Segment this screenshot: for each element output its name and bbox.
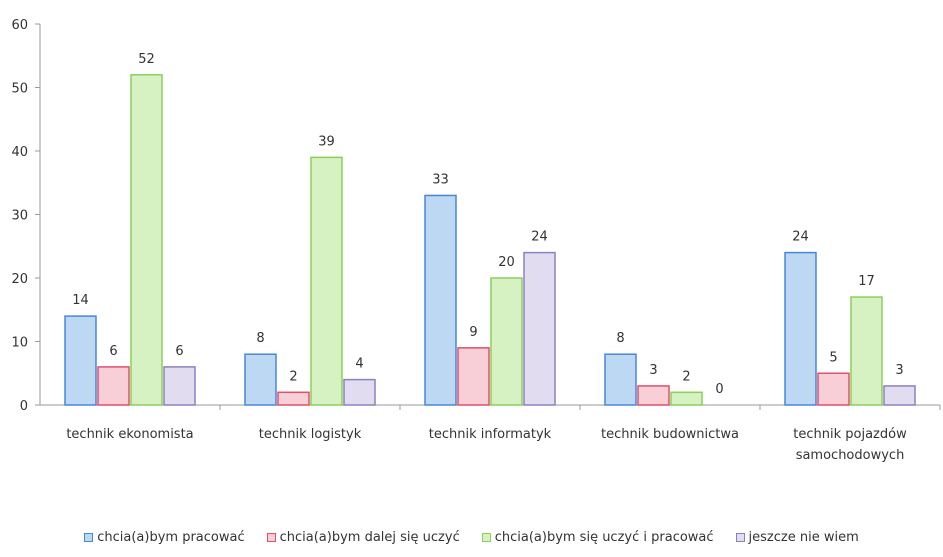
y-tick-label: 10 bbox=[11, 336, 28, 351]
category-label: technik logistyk bbox=[259, 427, 362, 442]
legend-item: chcia(a)bym pracować bbox=[84, 530, 245, 545]
legend-swatch bbox=[84, 533, 94, 542]
data-label: 3 bbox=[895, 363, 903, 378]
bar bbox=[277, 391, 310, 406]
legend-label: chcia(a)bym pracować bbox=[97, 530, 245, 545]
legend-label: chcia(a)bym się uczyć i pracować bbox=[494, 530, 714, 545]
data-label: 17 bbox=[858, 274, 875, 289]
bar bbox=[523, 251, 556, 406]
data-label: 6 bbox=[175, 344, 183, 359]
bar bbox=[817, 372, 850, 406]
category-label: technik ekonomista bbox=[66, 427, 193, 442]
y-tick-label: 30 bbox=[11, 209, 28, 224]
y-axis: 0 10 20 30 40 50 60 bbox=[11, 18, 41, 414]
data-label: 14 bbox=[72, 293, 89, 308]
category-label: technik budownictwa bbox=[601, 427, 739, 442]
legend-swatch bbox=[266, 533, 276, 542]
legend-item: chcia(a)bym się uczyć i pracować bbox=[481, 530, 714, 545]
bar bbox=[604, 353, 637, 406]
data-label: 8 bbox=[616, 331, 624, 346]
y-tick-label: 20 bbox=[11, 272, 28, 287]
x-axis: technik ekonomista technik logistyk techni… bbox=[40, 404, 941, 463]
bar bbox=[784, 251, 817, 406]
y-tick-label: 40 bbox=[11, 145, 28, 160]
category-label: technik informatyk bbox=[429, 427, 552, 442]
data-label: 9 bbox=[469, 325, 477, 340]
data-label: 3 bbox=[649, 363, 657, 378]
bar bbox=[490, 277, 523, 406]
y-tick-label: 60 bbox=[11, 18, 28, 33]
data-label: 5 bbox=[829, 350, 837, 365]
legend-label: jeszcze nie wiem bbox=[748, 530, 859, 545]
category-label: technik pojazdów bbox=[793, 427, 907, 442]
bars bbox=[64, 74, 916, 406]
legend-swatch bbox=[481, 533, 491, 542]
bar bbox=[163, 366, 196, 406]
bar bbox=[457, 347, 490, 406]
bar bbox=[97, 366, 130, 406]
data-label: 2 bbox=[289, 369, 297, 384]
data-label: 52 bbox=[138, 52, 155, 67]
y-tick-label: 0 bbox=[20, 399, 28, 414]
legend-swatch bbox=[735, 533, 745, 542]
data-label: 24 bbox=[531, 230, 548, 245]
data-label: 8 bbox=[256, 331, 264, 346]
data-label: 0 bbox=[715, 382, 723, 397]
legend-item: jeszcze nie wiem bbox=[735, 530, 859, 545]
bar bbox=[637, 385, 670, 406]
legend: chcia(a)bym pracować chcia(a)bym dalej si… bbox=[0, 530, 943, 545]
bar bbox=[343, 378, 376, 406]
y-tick-label: 50 bbox=[11, 82, 28, 97]
data-label: 33 bbox=[432, 172, 449, 187]
data-label: 39 bbox=[318, 134, 335, 149]
data-label: 24 bbox=[792, 230, 809, 245]
legend-item: chcia(a)bym dalej się uczyć bbox=[266, 530, 460, 545]
category-label: samochodowych bbox=[796, 448, 905, 463]
bar bbox=[244, 353, 277, 406]
bar bbox=[670, 391, 703, 406]
data-label: 2 bbox=[682, 369, 690, 384]
data-label: 4 bbox=[355, 357, 363, 372]
bar bbox=[64, 315, 97, 406]
bar bbox=[130, 74, 163, 406]
bar bbox=[310, 156, 343, 406]
bar bbox=[424, 194, 457, 406]
legend-label: chcia(a)bym dalej się uczyć bbox=[279, 530, 460, 545]
bar bbox=[850, 296, 883, 406]
data-label: 20 bbox=[498, 255, 515, 270]
bar bbox=[883, 385, 916, 406]
data-label: 6 bbox=[109, 344, 117, 359]
